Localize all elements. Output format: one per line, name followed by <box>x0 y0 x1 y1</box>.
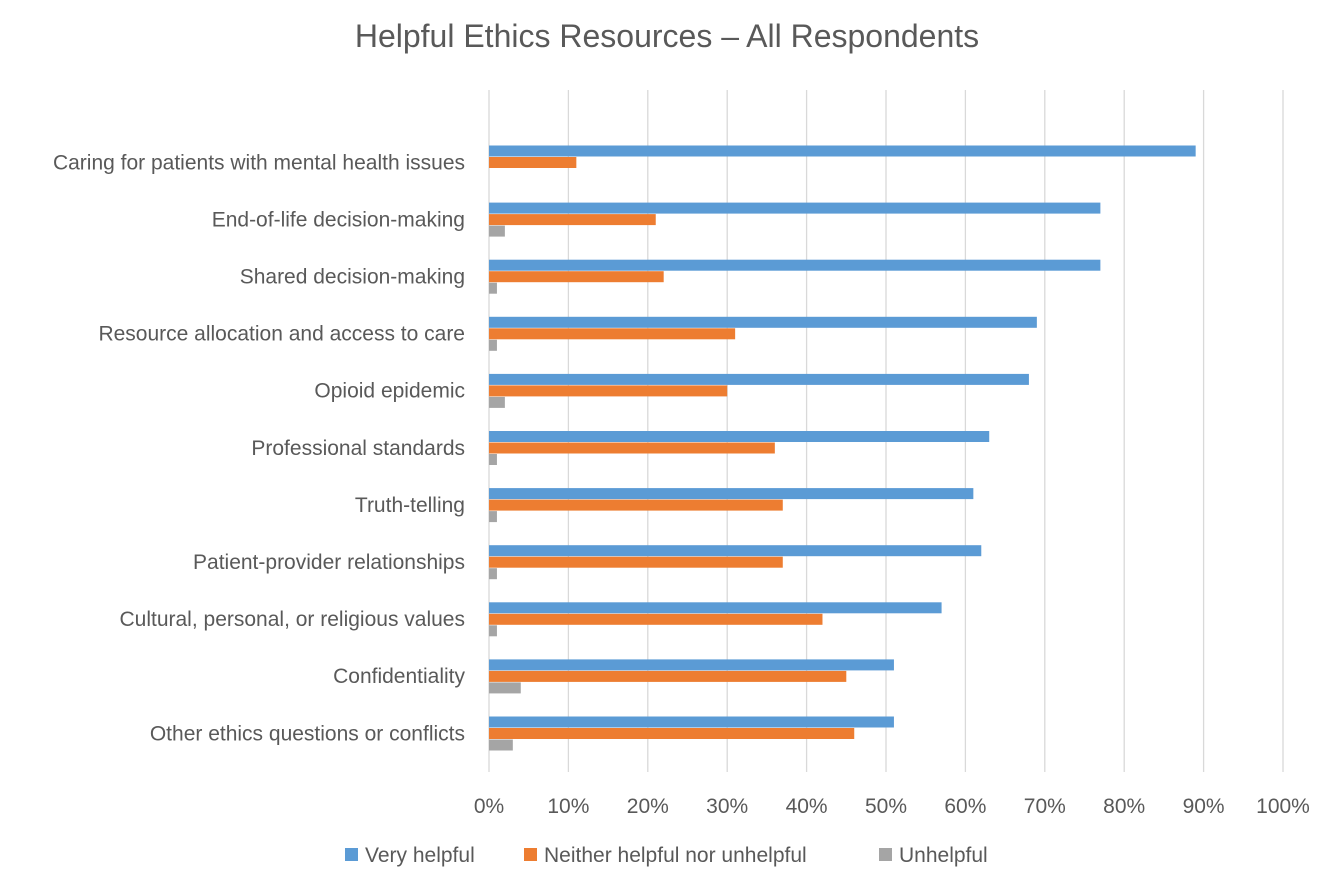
x-tick-label: 70% <box>1024 795 1066 818</box>
chart-title: Helpful Ethics Resources – All Responden… <box>354 18 980 54</box>
category-label: Caring for patients with mental health i… <box>53 151 465 174</box>
bar <box>489 442 775 454</box>
x-tick-label: 0% <box>474 795 504 818</box>
category-labels: Caring for patients with mental health i… <box>53 151 466 745</box>
legend-label: Unhelpful <box>899 844 988 867</box>
bar <box>489 259 1101 271</box>
x-tick-labels: 0% 10% 20% 30% 40% 50% 60% 70% 80% 90% 100% <box>474 795 1310 818</box>
bar <box>489 499 783 511</box>
bar <box>489 728 855 739</box>
x-tick-label: 80% <box>1103 795 1145 818</box>
x-tick-label: 100% <box>1256 795 1310 818</box>
legend: Very helpful Neither helpful nor unhelpfu… <box>345 844 988 867</box>
bar <box>489 316 1037 328</box>
bar <box>489 545 982 557</box>
category-label: Cultural, personal, or religious values <box>119 608 465 631</box>
bar <box>489 556 783 568</box>
bar <box>489 739 513 751</box>
bar <box>489 157 577 168</box>
bar <box>489 385 728 397</box>
bar <box>489 431 990 442</box>
bars <box>489 145 1196 751</box>
bar <box>489 373 1029 385</box>
bar <box>489 396 505 408</box>
legend-swatch <box>345 848 358 861</box>
category-label: Professional standards <box>251 437 465 460</box>
x-tick-label: 40% <box>786 795 828 818</box>
bar <box>489 659 894 671</box>
bar <box>489 670 847 682</box>
bar <box>489 602 942 614</box>
category-label: End-of-life decision-making <box>212 208 465 231</box>
bar <box>489 488 974 500</box>
bar <box>489 271 664 283</box>
x-tick-label: 30% <box>706 795 748 818</box>
x-tick-label: 60% <box>944 795 986 818</box>
bar <box>489 568 497 580</box>
category-label: Resource allocation and access to care <box>98 323 465 346</box>
bar <box>489 716 894 728</box>
bar <box>489 682 521 694</box>
bar <box>489 145 1196 157</box>
bar <box>489 613 823 625</box>
category-label: Other ethics questions or conflicts <box>150 722 465 745</box>
x-tick-label: 50% <box>865 795 907 818</box>
legend-label: Neither helpful nor unhelpful <box>544 844 807 867</box>
category-label: Confidentiality <box>333 665 465 688</box>
category-label: Opioid epidemic <box>314 380 465 403</box>
category-label: Shared decision-making <box>240 265 465 288</box>
bar <box>489 328 736 340</box>
legend-label: Very helpful <box>365 844 475 867</box>
bar <box>489 511 497 523</box>
bar <box>489 202 1101 214</box>
bar <box>489 625 497 637</box>
legend-swatch <box>524 848 537 861</box>
x-tick-label: 20% <box>627 795 669 818</box>
bar <box>489 214 656 226</box>
category-label: Truth-telling <box>355 494 465 517</box>
bar <box>489 282 497 294</box>
bar <box>489 339 497 351</box>
x-tick-label: 90% <box>1183 795 1225 818</box>
legend-swatch <box>879 848 892 861</box>
x-tick-label: 10% <box>547 795 589 818</box>
bar <box>489 454 497 465</box>
category-label: Patient-provider relationships <box>193 551 465 574</box>
bar <box>489 225 505 237</box>
